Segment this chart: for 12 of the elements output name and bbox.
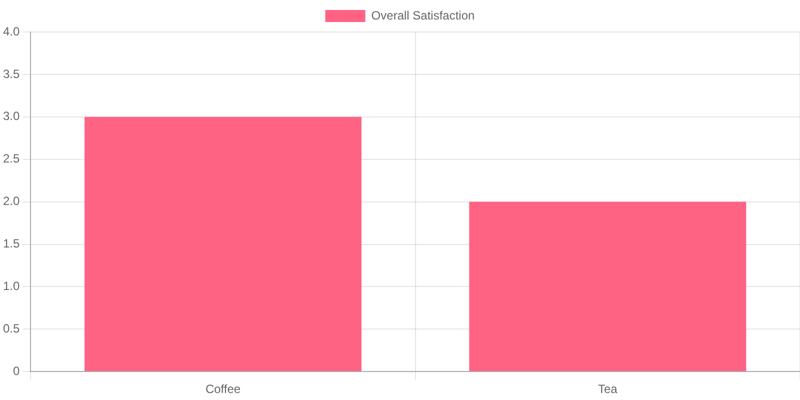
y-tick-label: 0: [12, 364, 20, 378]
y-tick-label: 1.5: [2, 236, 20, 251]
y-tick-label: 1.0: [2, 279, 20, 294]
x-tick-label: Coffee: [205, 382, 241, 396]
x-tick-label: Tea: [598, 382, 618, 396]
y-tick-label: 3.0: [2, 109, 20, 124]
y-tick-label: 4.0: [2, 24, 20, 38]
y-tick-label: 2.0: [2, 194, 20, 208]
y-tick-label: 3.5: [2, 66, 20, 81]
y-tick-label: 2.5: [2, 152, 20, 166]
legend-label: Overall Satisfaction: [371, 8, 475, 22]
y-tick-label: 0.5: [2, 321, 20, 336]
